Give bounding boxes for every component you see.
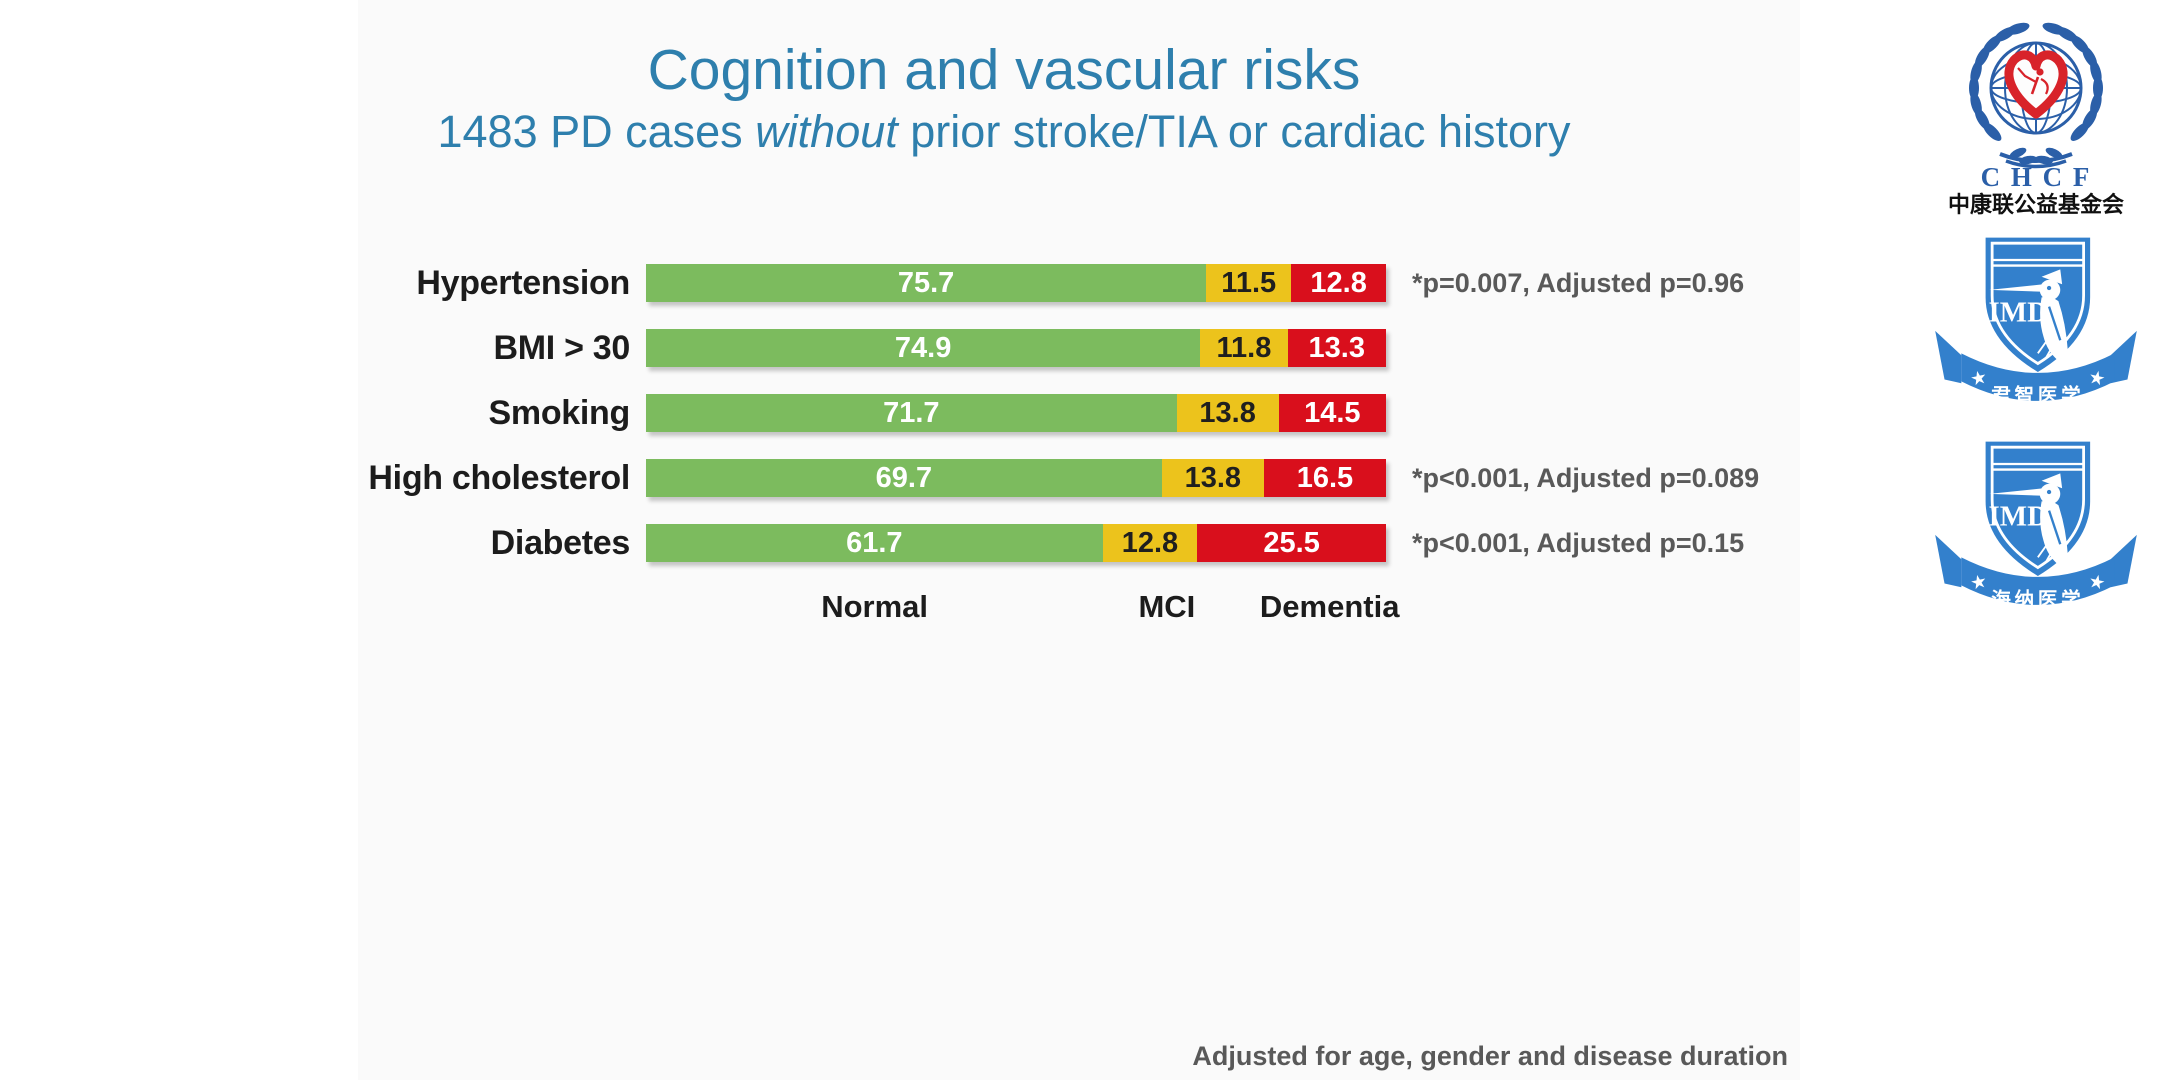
imd-acronym: IMD <box>1989 501 2048 533</box>
fairy-figure-icon <box>2017 67 2049 95</box>
bar-segment-mci: 12.8 <box>1102 524 1198 562</box>
subtitle-suffix: prior stroke/TIA or cardiac history <box>897 105 1571 157</box>
star-icon: ★ <box>2087 570 2108 594</box>
bar-segment-mci: 11.8 <box>1200 329 1288 367</box>
ribbon-banner-icon: ★ ★ 海纳医学 <box>1935 534 2137 611</box>
imd-ribbon-text-cn: 君智医学 <box>1991 384 2084 407</box>
row-label: Smoking <box>488 393 631 432</box>
chart-legend: Normal MCI Dementia <box>660 589 1400 631</box>
slide-title: Cognition and vascular risks <box>647 38 1361 102</box>
row-label: Hypertension <box>416 263 630 302</box>
row-annotation: *p=0.007, Adjusted p=0.96 <box>1412 267 1745 298</box>
logo-column: C H C F 中康联公益基金会 IMD ★ ★ 君智医学 <box>1920 8 2152 632</box>
bar-segment-dementia: 25.5 <box>1197 524 1386 562</box>
bar-segment-normal: 71.7 <box>646 394 1177 432</box>
bar-segment-dementia: 12.8 <box>1291 264 1386 302</box>
row-annotation: *p<0.001, Adjusted p=0.15 <box>1412 527 1745 558</box>
chcf-name-cn: 中康联公益基金会 <box>1948 192 2124 217</box>
bar-track: 69.7 13.8 16.5 <box>646 459 1386 497</box>
bar-segment-mci: 13.8 <box>1161 459 1264 497</box>
bar-segment-normal: 75.7 <box>646 264 1207 302</box>
subtitle-italic-word: without <box>755 105 898 157</box>
bar-segment-normal: 74.9 <box>646 329 1201 367</box>
imd-logo-junzhi: IMD ★ ★ 君智医学 <box>1935 237 2137 407</box>
chart-rows: Hypertension 75.7 11.5 12.8 *p=0.007, Adju… <box>358 264 1800 562</box>
bar-segment-mci: 13.8 <box>1176 394 1279 432</box>
heart-icon <box>2004 50 2068 119</box>
ribbon-banner-icon: ★ ★ 君智医学 <box>1935 330 2137 407</box>
imd-ribbon-text-cn: 海纳医学 <box>1991 588 2084 611</box>
chart-row: BMI > 30 74.9 11.8 13.3 <box>358 329 1800 367</box>
footnote: Adjusted for age, gender and disease dur… <box>1192 1041 1788 1071</box>
bar-track: 74.9 11.8 13.3 <box>646 329 1386 367</box>
legend-label-dementia: Dementia <box>1259 589 1400 624</box>
kingfisher-bird-icon <box>1989 269 2078 372</box>
legend-label-normal: Normal <box>821 589 928 624</box>
row-label: High cholesterol <box>368 458 630 497</box>
imd-logo-haina: IMD ★ ★ 海纳医学 <box>1935 441 2137 611</box>
star-icon: ★ <box>1968 366 1989 390</box>
slide-subtitle: 1483 PD cases without prior stroke/TIA o… <box>358 106 1650 158</box>
imd-acronym: IMD <box>1989 297 2048 329</box>
row-label: BMI > 30 <box>493 328 631 367</box>
bar-segment-mci: 11.5 <box>1206 264 1292 302</box>
bar-segment-normal: 69.7 <box>646 459 1162 497</box>
chcf-foundation-logo: C H C F 中康联公益基金会 <box>1948 20 2124 217</box>
bar-track: 75.7 11.5 12.8 <box>646 264 1386 302</box>
bar-segment-dementia: 14.5 <box>1278 394 1386 432</box>
chart-row: Diabetes 61.7 12.8 25.5 *p<0.001, Adjusted… <box>358 524 1800 562</box>
bar-segment-normal: 61.7 <box>646 524 1103 562</box>
stacked-bar-chart: Hypertension 75.7 11.5 12.8 *p=0.007, Adju… <box>358 264 1800 631</box>
bar-segment-dementia: 16.5 <box>1263 459 1386 497</box>
chcf-acronym: C H C F <box>1981 162 2092 192</box>
chart-row: Smoking 71.7 13.8 14.5 <box>358 394 1800 432</box>
row-label: Diabetes <box>490 523 631 562</box>
title-block: Cognition and vascular risks 1483 PD cas… <box>358 0 1650 158</box>
chart-row: Hypertension 75.7 11.5 12.8 *p=0.007, Adju… <box>358 264 1800 302</box>
bar-segment-dementia: 13.3 <box>1287 329 1386 367</box>
star-icon: ★ <box>1968 570 1989 594</box>
slide: Cognition and vascular risks 1483 PD cas… <box>358 0 1800 1080</box>
bar-track: 71.7 13.8 14.5 <box>646 394 1386 432</box>
bar-track: 61.7 12.8 25.5 <box>646 524 1386 562</box>
chart-row: High cholesterol 69.7 13.8 16.5 *p<0.001, … <box>358 459 1800 497</box>
star-icon: ★ <box>2087 366 2108 390</box>
kingfisher-bird-icon <box>1989 473 2078 576</box>
subtitle-prefix: 1483 PD cases <box>437 105 756 157</box>
laurel-wreath-icon <box>1969 20 2104 169</box>
legend-label-mci: MCI <box>1138 589 1196 624</box>
row-annotation: *p<0.001, Adjusted p=0.089 <box>1412 462 1760 493</box>
